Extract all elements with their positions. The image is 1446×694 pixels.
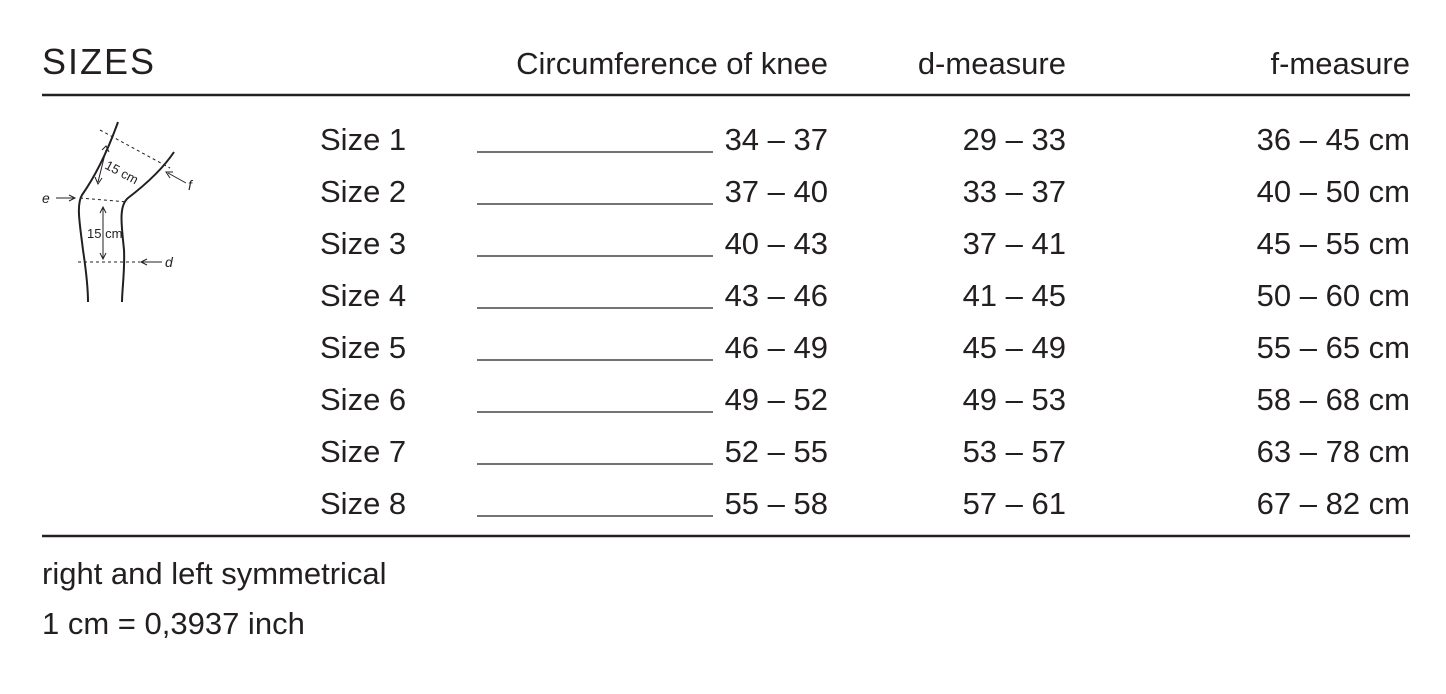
measure-value: 55 – 58 — [725, 486, 828, 521]
diagram-label: d — [165, 254, 174, 270]
measure-value: 40 – 43 — [725, 226, 828, 261]
arrow — [56, 194, 77, 202]
note: 1 cm = 0,3937 inch — [42, 606, 305, 641]
measure-value: 33 – 37 — [963, 174, 1066, 209]
size-label: Size 3 — [320, 226, 406, 261]
measure-value: 34 – 37 — [725, 122, 828, 157]
diagram-label: e — [42, 190, 50, 206]
size-label: Size 8 — [320, 486, 406, 521]
measure-value: 45 – 49 — [963, 330, 1066, 365]
size-label: Size 2 — [320, 174, 406, 209]
size-label: Size 4 — [320, 278, 406, 313]
measure-value: 55 – 65 cm — [1257, 330, 1410, 365]
diagram-label: f — [188, 177, 194, 193]
knee-diagram: 15 cm 15 cm e f d — [42, 121, 194, 303]
measure-value: 49 – 52 — [725, 382, 828, 417]
knee-outline — [77, 121, 119, 303]
size-label: Size 7 — [320, 434, 406, 469]
measure-value: 37 – 41 — [963, 226, 1066, 261]
arrow — [94, 145, 110, 186]
measure-value: 50 – 60 cm — [1257, 278, 1410, 313]
measure-value: 45 – 55 cm — [1257, 226, 1410, 261]
measure-value: 43 – 46 — [725, 278, 828, 313]
diagram-label: 15 cm — [87, 226, 122, 241]
title: SIZES — [42, 41, 156, 82]
knee-outline — [120, 151, 175, 303]
size-label: Size 6 — [320, 382, 406, 417]
arrow — [139, 258, 162, 266]
measure-value: 37 – 40 — [725, 174, 828, 209]
measure-line — [99, 129, 171, 169]
measure-value: 29 – 33 — [963, 122, 1066, 157]
note: right and left symmetrical — [42, 556, 387, 591]
measure-value: 40 – 50 cm — [1257, 174, 1410, 209]
column-header: f-measure — [1270, 46, 1410, 81]
size-label: Size 5 — [320, 330, 406, 365]
measure-value: 46 – 49 — [725, 330, 828, 365]
measure-value: 36 – 45 cm — [1257, 122, 1410, 157]
arrow — [99, 205, 107, 261]
column-header: d-measure — [918, 46, 1066, 81]
measure-value: 57 – 61 — [963, 486, 1066, 521]
size-label: Size 1 — [320, 122, 406, 157]
column-header: Circumference of knee — [516, 46, 828, 81]
measure-value: 53 – 57 — [963, 434, 1066, 469]
measure-value: 49 – 53 — [963, 382, 1066, 417]
measure-value: 52 – 55 — [725, 434, 828, 469]
measure-line — [79, 197, 129, 203]
diagram-label: 15 cm — [103, 157, 141, 187]
measure-value: 41 – 45 — [963, 278, 1066, 313]
arrow — [165, 171, 187, 184]
measure-value: 58 – 68 cm — [1257, 382, 1410, 417]
measure-value: 63 – 78 cm — [1257, 434, 1410, 469]
measure-value: 67 – 82 cm — [1257, 486, 1410, 521]
